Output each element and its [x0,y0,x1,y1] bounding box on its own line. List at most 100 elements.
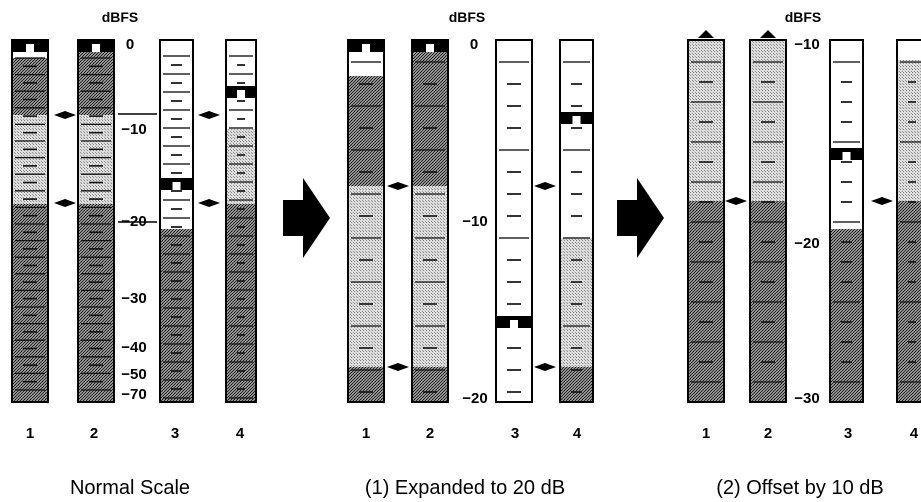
meter-segment [78,204,114,402]
channel-labels: 1 2 3 4 [362,425,582,442]
meter-segment [226,40,256,129]
meter-segment [348,186,384,367]
meter-bars [11,39,257,403]
meter-bar [347,39,385,403]
meter-frame [159,39,194,403]
channel-label: 3 [171,425,179,442]
channel-label: 3 [844,425,852,442]
pointer-diamond-icon [534,182,556,190]
panel-caption: (1) Expanded to 20 dB [365,477,565,499]
meter-frame [749,39,787,403]
meter-bar [77,39,115,403]
channel-label: 2 [90,425,98,442]
scale-label: −20 [121,213,146,230]
unit-label: dBFS [449,9,486,25]
meter-bar [11,39,49,403]
meter-segment [160,40,193,229]
meter-segment [688,40,724,201]
channel-labels: 1 2 3 4 [26,425,245,442]
meter-segment [496,40,532,402]
channel-label: 4 [910,425,919,442]
channel-label: 1 [362,425,370,442]
peak-hold-marker-icon [831,148,862,160]
meter-segment [830,40,863,229]
meter-bar [749,30,787,403]
pointer-diamond-icon [198,199,220,207]
meter-segment [560,367,593,402]
channel-label: 3 [511,425,519,442]
pointer-diamond-icon [54,199,76,207]
panel-caption: Normal Scale [70,477,190,499]
meter-segment [750,40,786,201]
peak-hold-marker-icon [497,316,531,328]
meter-segment [78,115,114,204]
panel-normal-scale: dBFS 0 −10 −20 −30 −40 −50 −70 1 2 3 4 N… [11,9,257,499]
scale-label: 0 [126,36,134,53]
scale-labels: −10 −20 −30 [794,36,819,407]
meter-frame [896,39,921,403]
meter-segment [560,40,593,238]
scale-label: −30 [121,290,146,307]
peak-hold-marker-icon [227,86,255,98]
peak-hold-marker-icon [13,40,47,52]
pointer-diamond-icon [198,111,220,119]
peak-hold-notch [426,44,434,52]
meter-bars [687,30,921,403]
channel-label: 2 [426,425,434,442]
scale-label: −30 [794,390,819,407]
meter-segment [160,229,193,402]
meter-bar [225,39,257,403]
scale-label: 0 [470,36,478,53]
meter-segment [78,40,114,115]
meter-frame [829,39,864,403]
meter-frame [559,39,594,403]
meter-segment [12,115,48,204]
pointer-diamond-icon [387,182,409,190]
peak-hold-notch [172,182,181,190]
meter-segment [226,129,256,204]
meter-segment [830,229,863,402]
pointer-diamond-icon [871,197,893,205]
panel-expanded-scale: dBFS 0 −10 −20 1 2 3 4 (1) Expanded to 2… [347,9,594,499]
channel-label: 4 [573,425,582,442]
meter-bar [896,39,921,403]
meter-segment [12,204,48,402]
peak-hold-notch [572,116,581,124]
peak-hold-marker-icon [413,40,447,52]
scale-label: −10 [462,213,487,230]
peak-hold-notch [237,90,245,98]
peak-hold-marker-icon [561,112,592,124]
meter-segment [897,40,921,60]
scale-labels: 0 −10 −20 [462,36,487,407]
peak-hold-notch [510,320,518,328]
scale-labels: 0 −10 −20 −30 −40 −50 −70 [121,36,146,403]
arrow-right-icon [617,178,664,258]
scale-label: −20 [794,235,819,252]
overflow-triangle-icon [760,30,776,38]
peak-hold-notch [362,44,370,52]
channel-label: 4 [236,425,245,442]
scale-label: −70 [121,386,146,403]
panel-caption: (2) Offset by 10 dB [716,477,884,499]
peak-hold-notch [842,152,851,160]
meter-bars [347,39,594,403]
meter-bar [495,39,533,403]
meter-segment [412,186,448,367]
scale-label: −10 [794,36,819,53]
meter-segment [348,76,384,186]
arrow-right-icon [283,178,330,258]
channel-label: 1 [26,425,34,442]
peak-hold-notch [92,44,100,52]
meter-bar [687,30,725,403]
meter-segment [348,367,384,402]
meter-segment [897,60,921,201]
channel-labels: 1 2 3 4 [702,425,919,442]
meter-frame [225,39,257,403]
meter-segment [412,367,448,402]
meter-bar [559,39,594,403]
meter-segment [412,40,448,186]
scale-label: −40 [121,339,146,356]
meter-frame [687,39,725,403]
panel-offset-scale: dBFS −10 −20 −30 1 2 3 4 (2) Offset by 1… [687,9,921,499]
